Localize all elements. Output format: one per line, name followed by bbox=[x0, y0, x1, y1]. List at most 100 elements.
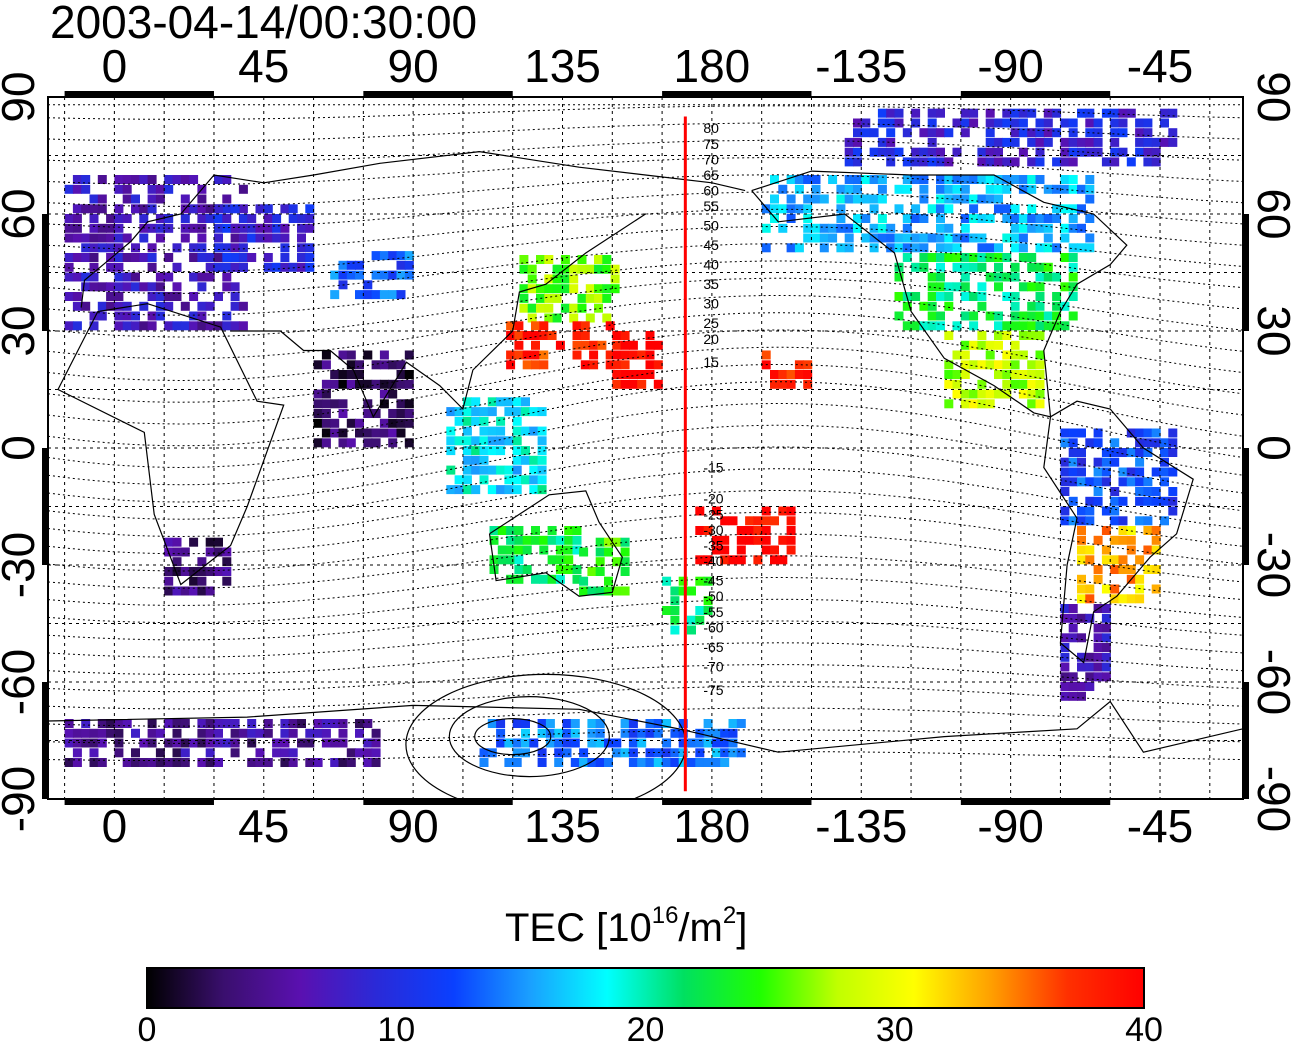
tec-cell bbox=[936, 282, 945, 292]
mlat-label: -70 bbox=[703, 658, 723, 674]
tec-cell bbox=[886, 157, 896, 167]
tec-cell bbox=[1143, 137, 1153, 147]
tec-cell bbox=[1093, 643, 1103, 652]
tec-cell bbox=[330, 370, 340, 379]
tec-cell bbox=[155, 758, 165, 767]
tec-cell bbox=[479, 748, 489, 758]
tec-cell bbox=[238, 223, 248, 233]
tec-cell bbox=[379, 389, 389, 399]
tec-cell bbox=[1126, 157, 1136, 167]
tec-cell bbox=[919, 301, 929, 311]
tec-cell bbox=[589, 360, 599, 370]
lat-tick-left: -60 bbox=[0, 649, 44, 715]
tec-cell bbox=[371, 360, 381, 370]
tec-cell bbox=[1010, 340, 1020, 350]
tec-cell bbox=[371, 379, 381, 389]
tec-cell bbox=[1085, 214, 1095, 223]
tec-cell bbox=[927, 282, 937, 292]
tec-cell bbox=[728, 748, 738, 758]
tec-cell bbox=[230, 282, 240, 292]
tec-cell bbox=[280, 253, 290, 262]
tec-cell bbox=[1002, 137, 1012, 147]
tec-cell bbox=[1135, 457, 1145, 467]
tec-cell bbox=[786, 535, 796, 545]
colorbar-title-suffix: ] bbox=[736, 906, 748, 950]
tec-cell bbox=[222, 272, 232, 282]
tec-cell bbox=[1002, 370, 1012, 379]
tec-cell bbox=[969, 321, 979, 331]
tec-cell bbox=[1168, 128, 1178, 138]
tec-cell bbox=[139, 204, 149, 214]
tec-cell bbox=[1060, 233, 1070, 243]
tec-cell bbox=[197, 311, 207, 321]
tec-cell bbox=[927, 253, 937, 262]
tec-cell bbox=[620, 340, 630, 350]
tec-cell bbox=[371, 738, 381, 748]
tec-cell bbox=[944, 399, 954, 409]
tec-cell bbox=[587, 758, 597, 767]
tec-cell bbox=[587, 586, 597, 596]
tec-cell bbox=[122, 233, 132, 243]
tec-cell bbox=[1027, 184, 1037, 194]
tec-cell bbox=[803, 175, 813, 184]
tec-cell bbox=[1068, 311, 1078, 321]
tec-cell bbox=[960, 311, 970, 321]
tec-cell bbox=[147, 175, 157, 184]
tec-cell bbox=[462, 465, 472, 475]
tec-cell bbox=[569, 303, 579, 313]
tec-cell bbox=[1168, 448, 1178, 457]
tec-cell bbox=[139, 214, 149, 223]
mlat-label: -50 bbox=[703, 588, 723, 604]
tec-cell bbox=[531, 340, 540, 350]
tec-cell bbox=[886, 118, 896, 128]
tec-cell bbox=[1002, 108, 1012, 118]
tec-cell bbox=[1135, 477, 1145, 487]
tec-cell bbox=[589, 350, 599, 360]
tec-cell bbox=[544, 303, 554, 313]
tec-cell bbox=[338, 728, 348, 738]
tec-cell bbox=[853, 118, 862, 128]
tec-cell bbox=[214, 292, 223, 301]
tec-cell bbox=[189, 243, 199, 253]
tec-cell bbox=[1002, 184, 1012, 194]
tec-cell bbox=[977, 194, 987, 204]
tec-cell bbox=[1027, 204, 1037, 214]
tec-cell bbox=[189, 204, 199, 214]
tec-cell bbox=[1060, 428, 1070, 438]
tec-cell bbox=[1002, 272, 1012, 282]
tec-cell bbox=[222, 253, 232, 262]
tec-cell bbox=[172, 738, 182, 748]
mlat-contour bbox=[48, 277, 1243, 338]
tec-cell bbox=[944, 128, 954, 138]
tec-cell bbox=[1110, 128, 1120, 138]
tec-cell bbox=[363, 438, 373, 448]
coastline bbox=[230, 213, 646, 419]
tec-cell bbox=[1043, 137, 1053, 147]
tec-cell bbox=[678, 738, 688, 748]
tec-cell bbox=[172, 537, 182, 547]
tec-cell bbox=[552, 284, 562, 294]
tec-cell bbox=[1018, 379, 1028, 389]
tec-cell bbox=[1093, 147, 1103, 157]
tec-cell bbox=[537, 455, 547, 465]
tec-cell bbox=[552, 313, 562, 323]
tec-cell bbox=[479, 465, 489, 475]
tec-cell bbox=[1060, 301, 1070, 311]
tec-cell bbox=[569, 274, 579, 284]
tec-cell bbox=[994, 389, 1003, 399]
tec-cell bbox=[164, 253, 174, 262]
tec-cell bbox=[180, 321, 190, 331]
tec-cell bbox=[564, 545, 574, 555]
tec-cell bbox=[521, 426, 530, 436]
tec-cell bbox=[894, 233, 904, 243]
tec-cell bbox=[521, 728, 530, 738]
tec-cell bbox=[172, 719, 182, 728]
tec-cell bbox=[594, 264, 603, 274]
tec-cell bbox=[537, 465, 547, 475]
tec-cell bbox=[81, 243, 91, 253]
tec-cell bbox=[960, 370, 970, 379]
tec-cell bbox=[1035, 389, 1045, 399]
tec-cell bbox=[579, 576, 589, 586]
tec-cell bbox=[853, 214, 862, 223]
tec-cell bbox=[1052, 204, 1062, 214]
